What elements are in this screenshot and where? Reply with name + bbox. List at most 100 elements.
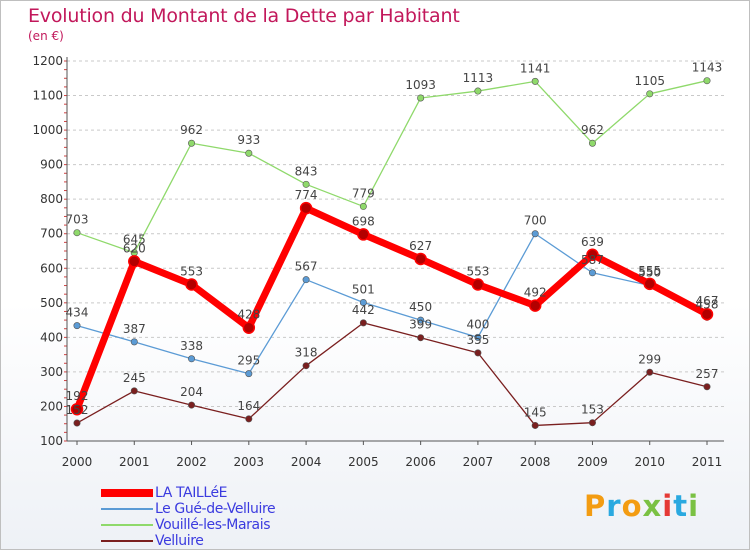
data-label: 338	[180, 339, 203, 353]
data-point	[245, 415, 253, 423]
y-tick-label-800: 800	[40, 192, 63, 206]
x-tick-label-2003: 2003	[234, 455, 265, 469]
y-tick-label-500: 500	[40, 296, 63, 310]
data-point	[302, 180, 310, 188]
data-label: 355	[466, 333, 489, 347]
data-label: 1141	[520, 61, 551, 75]
data-label: 843	[295, 164, 318, 178]
data-point	[188, 139, 196, 147]
data-label: 962	[581, 123, 604, 137]
data-label: 257	[696, 367, 719, 381]
series-line-3	[76, 322, 708, 427]
data-label: 318	[295, 346, 318, 360]
grid-lines	[67, 60, 724, 407]
data-point	[531, 230, 539, 238]
legend-item: Vouillé-les-Marais	[101, 517, 270, 533]
data-label: 587	[581, 253, 604, 267]
data-label: 145	[524, 405, 547, 419]
data-label: 700	[524, 214, 547, 228]
data-label: 492	[524, 286, 547, 300]
data-point	[531, 421, 539, 429]
data-label: 164	[237, 399, 260, 413]
x-tick-label-2006: 2006	[405, 455, 436, 469]
data-label: 567	[295, 260, 318, 274]
data-label: 1143	[692, 61, 723, 75]
data-label: 962	[180, 123, 203, 137]
x-tick-label-2004: 2004	[291, 455, 322, 469]
data-label: 627	[409, 239, 432, 253]
data-point	[130, 387, 138, 395]
data-point	[128, 255, 141, 268]
data-label: 779	[352, 186, 375, 200]
legend-swatch	[101, 540, 153, 542]
data-label: 152	[66, 403, 89, 417]
data-point	[588, 419, 596, 427]
data-label: 774	[295, 188, 318, 202]
data-point	[588, 139, 596, 147]
data-label: 442	[352, 303, 375, 317]
series-line-1	[76, 233, 708, 375]
data-point	[357, 228, 370, 241]
data-label: 434	[66, 306, 89, 320]
data-point	[188, 355, 196, 363]
data-label: 553	[180, 265, 203, 279]
data-label: 204	[180, 385, 203, 399]
data-label: 245	[123, 371, 146, 385]
chart-subtitle: (en €)	[28, 29, 64, 43]
data-label: 458	[696, 297, 719, 311]
data-label: 553	[466, 265, 489, 279]
data-label: 555	[638, 264, 661, 278]
x-tick-label-2000: 2000	[62, 455, 93, 469]
data-label: 703	[66, 213, 89, 227]
y-tick-label-200: 200	[40, 399, 63, 413]
data-label: 387	[123, 322, 146, 336]
legend-label: Vouillé-les-Marais	[155, 517, 271, 533]
data-label: 450	[409, 300, 432, 314]
legend-label: Le Gué-de-Velluire	[155, 501, 276, 517]
y-tick-label-1200: 1200	[32, 54, 63, 68]
data-point	[703, 383, 711, 391]
legend-swatch	[101, 489, 153, 497]
data-label: 467	[696, 294, 719, 308]
data-label: 501	[352, 282, 375, 296]
data-point	[245, 149, 253, 157]
data-point	[588, 269, 596, 277]
data-point	[531, 77, 539, 85]
data-point	[474, 87, 482, 95]
data-label: 295	[237, 354, 260, 368]
data-point	[188, 401, 196, 409]
data-label: 153	[581, 403, 604, 417]
proxiti-logo: Proxiti	[584, 489, 700, 523]
data-point	[474, 333, 482, 341]
data-point	[73, 322, 81, 330]
data-point	[299, 201, 313, 215]
data-point	[474, 349, 482, 357]
data-point	[302, 276, 310, 284]
series-line-0	[73, 204, 711, 413]
data-point	[302, 362, 310, 370]
data-point	[70, 402, 84, 416]
data-label: 933	[237, 133, 260, 147]
data-label: 299	[638, 352, 661, 366]
legend-item: Velluire	[101, 533, 204, 549]
y-tick-label-900: 900	[40, 158, 63, 172]
data-point	[528, 299, 542, 312]
x-tick-label-2010: 2010	[634, 455, 665, 469]
y-tick-label-1000: 1000	[32, 123, 63, 137]
data-point	[73, 229, 81, 237]
data-label: 400	[466, 317, 489, 331]
y-tick-label-400: 400	[40, 330, 63, 344]
legend-swatch	[101, 524, 153, 526]
data-point	[185, 278, 198, 291]
y-tick-label-100: 100	[40, 434, 63, 448]
data-point	[359, 319, 367, 327]
data-point	[700, 307, 714, 321]
data-point	[703, 77, 711, 85]
y-tick-label-300: 300	[40, 365, 63, 379]
y-tick-label-700: 700	[40, 227, 63, 241]
legend-label: LA TAILLéE	[155, 485, 228, 501]
y-tick-label-1100: 1100	[32, 89, 63, 103]
data-point	[242, 321, 256, 334]
legend-label: Velluire	[155, 533, 204, 549]
